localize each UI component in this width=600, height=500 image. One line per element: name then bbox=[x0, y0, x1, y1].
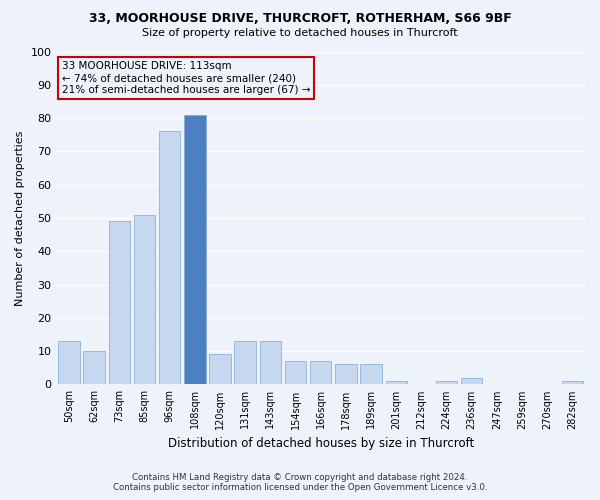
Bar bbox=[134, 214, 155, 384]
Bar bbox=[109, 222, 130, 384]
Bar bbox=[386, 381, 407, 384]
Text: 33 MOORHOUSE DRIVE: 113sqm
← 74% of detached houses are smaller (240)
21% of sem: 33 MOORHOUSE DRIVE: 113sqm ← 74% of deta… bbox=[62, 62, 310, 94]
Bar bbox=[260, 341, 281, 384]
Bar bbox=[184, 115, 206, 384]
Bar bbox=[58, 341, 80, 384]
Text: Size of property relative to detached houses in Thurcroft: Size of property relative to detached ho… bbox=[142, 28, 458, 38]
Bar bbox=[461, 378, 482, 384]
Bar bbox=[361, 364, 382, 384]
Bar bbox=[436, 381, 457, 384]
Y-axis label: Number of detached properties: Number of detached properties bbox=[15, 130, 25, 306]
Text: 33, MOORHOUSE DRIVE, THURCROFT, ROTHERHAM, S66 9BF: 33, MOORHOUSE DRIVE, THURCROFT, ROTHERHA… bbox=[89, 12, 511, 26]
Bar bbox=[310, 361, 331, 384]
Text: Contains HM Land Registry data © Crown copyright and database right 2024.
Contai: Contains HM Land Registry data © Crown c… bbox=[113, 473, 487, 492]
Bar bbox=[335, 364, 356, 384]
Bar bbox=[285, 361, 306, 384]
Bar bbox=[83, 351, 105, 384]
X-axis label: Distribution of detached houses by size in Thurcroft: Distribution of detached houses by size … bbox=[167, 437, 474, 450]
Bar bbox=[235, 341, 256, 384]
Bar bbox=[159, 132, 181, 384]
Bar bbox=[209, 354, 231, 384]
Bar bbox=[562, 381, 583, 384]
